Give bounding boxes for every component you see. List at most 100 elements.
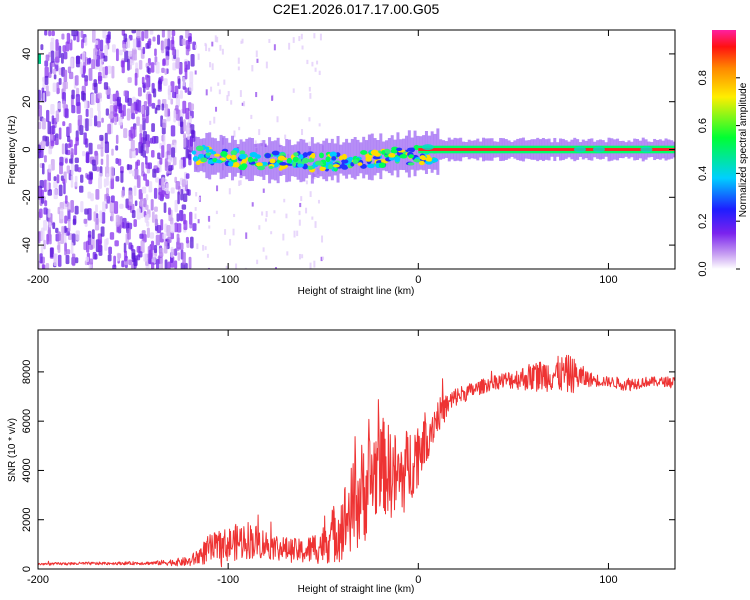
noise-cell xyxy=(162,59,166,67)
noise-cell xyxy=(115,158,119,165)
x-tick-label: 0 xyxy=(415,574,421,586)
noise-cell xyxy=(89,244,93,251)
signal-halo xyxy=(196,136,200,173)
noise-cell xyxy=(95,40,99,46)
signal-core xyxy=(396,147,403,152)
noise-cell xyxy=(239,90,242,97)
noise-cell xyxy=(161,67,165,74)
noise-cell xyxy=(214,35,217,43)
signal-halo xyxy=(265,145,269,175)
noise-cell xyxy=(86,240,90,253)
noise-cell xyxy=(288,42,291,50)
noise-cell xyxy=(74,257,79,264)
signal-core xyxy=(407,162,415,166)
noise-cell xyxy=(138,59,143,70)
noise-cell xyxy=(188,256,192,269)
noise-cell xyxy=(138,141,143,154)
colorbar-gradient xyxy=(712,30,736,269)
noise-cell xyxy=(70,163,74,176)
y-tick-label: 8000 xyxy=(21,360,33,384)
noise-cell xyxy=(127,164,133,170)
noise-cell xyxy=(161,103,165,111)
noise-cell xyxy=(116,96,122,107)
signal-halo xyxy=(262,140,266,180)
noise-cell xyxy=(119,30,122,31)
noise-cell xyxy=(75,136,79,146)
noise-cell xyxy=(233,213,236,218)
noise-cell xyxy=(156,224,162,234)
noise-cell xyxy=(84,100,88,109)
noise-cell xyxy=(227,91,230,97)
noise-cell xyxy=(154,214,158,227)
noise-cell xyxy=(148,181,153,193)
snr-y-label: SNR (10 * v/v) xyxy=(7,418,18,482)
noise-cell xyxy=(66,32,71,44)
noise-cell xyxy=(195,192,198,197)
noise-cell xyxy=(91,159,96,166)
noise-cell xyxy=(308,117,311,122)
noise-cell xyxy=(148,38,152,46)
noise-cell xyxy=(55,42,60,48)
noise-cell xyxy=(108,113,113,119)
noise-cell xyxy=(184,87,188,93)
noise-cell xyxy=(88,68,93,81)
noise-cell xyxy=(97,92,102,99)
noise-cell xyxy=(188,36,192,43)
noise-cell xyxy=(215,210,218,215)
noise-cell xyxy=(165,183,170,195)
noise-cell xyxy=(164,68,167,75)
noise-cell xyxy=(91,30,96,43)
noise-cell xyxy=(265,61,268,69)
signal-core xyxy=(365,157,372,162)
noise-cell xyxy=(64,215,68,224)
noise-cell xyxy=(99,134,104,141)
noise-cell xyxy=(50,159,55,171)
noise-cell xyxy=(71,148,74,159)
noise-cell xyxy=(62,178,66,184)
noise-cell xyxy=(258,225,261,230)
noise-cell xyxy=(68,71,74,80)
noise-cell xyxy=(114,240,119,247)
noise-cell xyxy=(61,143,65,155)
noise-cell xyxy=(106,173,109,186)
noise-cell xyxy=(85,118,89,132)
noise-cell xyxy=(155,61,160,74)
noise-cell xyxy=(186,121,190,134)
signal-core xyxy=(213,153,221,157)
noise-cell xyxy=(107,254,112,262)
signal-core xyxy=(332,164,340,168)
signal-core xyxy=(257,165,265,171)
noise-cell xyxy=(153,88,157,98)
noise-cell xyxy=(46,109,50,123)
signal-core xyxy=(227,161,234,167)
signal-halo xyxy=(382,141,386,171)
noise-cell xyxy=(273,44,276,51)
noise-cell xyxy=(106,34,111,44)
noise-cell xyxy=(43,179,47,193)
colorbar-tick-label: 0.4 xyxy=(697,166,709,181)
noise-cell xyxy=(48,30,52,37)
noise-cell xyxy=(105,203,108,209)
noise-cell xyxy=(285,213,288,219)
noise-cell xyxy=(136,208,141,220)
noise-cell xyxy=(145,204,149,211)
noise-cell xyxy=(127,58,130,71)
noise-cell xyxy=(134,200,138,207)
noise-cell xyxy=(286,251,289,256)
signal-core xyxy=(301,157,309,164)
noise-cell xyxy=(197,219,200,224)
signal-halo xyxy=(319,143,323,177)
noise-cell xyxy=(179,210,184,221)
signal-halo xyxy=(313,143,317,178)
noise-cell xyxy=(74,205,79,215)
noise-cell xyxy=(67,143,71,149)
noise-cell xyxy=(173,109,177,123)
noise-cell xyxy=(111,65,115,79)
noise-cell xyxy=(270,231,273,235)
noise-cell xyxy=(311,216,314,220)
noise-cell xyxy=(130,264,135,269)
noise-cell xyxy=(205,89,208,96)
noise-cell xyxy=(82,150,86,157)
